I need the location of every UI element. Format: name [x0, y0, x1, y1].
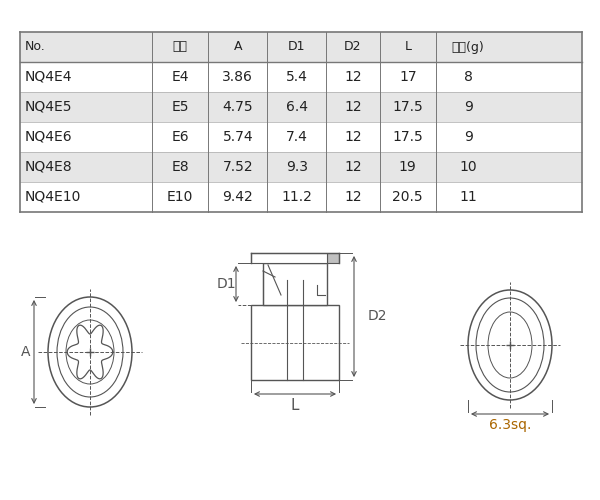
Text: E10: E10	[167, 190, 193, 204]
Text: 17: 17	[399, 70, 416, 84]
Text: 3.86: 3.86	[223, 70, 253, 84]
Text: E5: E5	[172, 100, 189, 114]
Text: NQ4E10: NQ4E10	[25, 190, 82, 204]
Text: No.: No.	[25, 40, 46, 54]
Text: 12: 12	[344, 130, 362, 144]
Text: E4: E4	[172, 70, 189, 84]
Text: 17.5: 17.5	[392, 130, 423, 144]
Polygon shape	[263, 263, 327, 305]
Bar	[20, 152, 582, 182]
Text: 9: 9	[464, 100, 473, 114]
Text: D1: D1	[216, 277, 236, 291]
Text: 5.74: 5.74	[223, 130, 253, 144]
Text: 17.5: 17.5	[392, 100, 423, 114]
Text: E8: E8	[172, 160, 189, 174]
Text: NQ4E8: NQ4E8	[25, 160, 73, 174]
Text: 7.4: 7.4	[286, 130, 308, 144]
Text: A: A	[233, 40, 242, 54]
Text: 5.4: 5.4	[286, 70, 308, 84]
Text: A: A	[21, 345, 31, 359]
Text: 19: 19	[399, 160, 416, 174]
Text: E6: E6	[172, 130, 189, 144]
Text: 9.3: 9.3	[286, 160, 308, 174]
Polygon shape	[251, 305, 339, 380]
Text: 呼び: 呼び	[173, 40, 188, 54]
Polygon shape	[251, 253, 327, 263]
Text: 4.75: 4.75	[223, 100, 253, 114]
Polygon shape	[327, 253, 339, 263]
Text: 11.2: 11.2	[281, 190, 312, 204]
Text: NQ4E4: NQ4E4	[25, 70, 73, 84]
Text: D1: D1	[288, 40, 305, 54]
Text: 9.42: 9.42	[223, 190, 253, 204]
Text: 12: 12	[344, 190, 362, 204]
Text: NQ4E5: NQ4E5	[25, 100, 73, 114]
Text: D2: D2	[368, 310, 388, 324]
Text: 20.5: 20.5	[392, 190, 423, 204]
Text: 8: 8	[464, 70, 473, 84]
Text: 6.3sq.: 6.3sq.	[489, 418, 531, 432]
Text: 質量(g): 質量(g)	[452, 40, 485, 54]
Bar	[20, 32, 582, 62]
Text: 12: 12	[344, 100, 362, 114]
Text: NQ4E6: NQ4E6	[25, 130, 73, 144]
Text: 12: 12	[344, 160, 362, 174]
Text: 11: 11	[460, 190, 477, 204]
Bar	[20, 92, 582, 122]
Text: 9: 9	[464, 130, 473, 144]
Text: D2: D2	[344, 40, 362, 54]
Text: 7.52: 7.52	[223, 160, 253, 174]
Bar	[20, 182, 582, 212]
Text: L: L	[291, 398, 299, 412]
Text: 6.4: 6.4	[286, 100, 308, 114]
Text: L: L	[404, 40, 411, 54]
Bar	[20, 122, 582, 152]
Text: 10: 10	[460, 160, 477, 174]
Text: 12: 12	[344, 70, 362, 84]
Bar	[20, 62, 582, 92]
